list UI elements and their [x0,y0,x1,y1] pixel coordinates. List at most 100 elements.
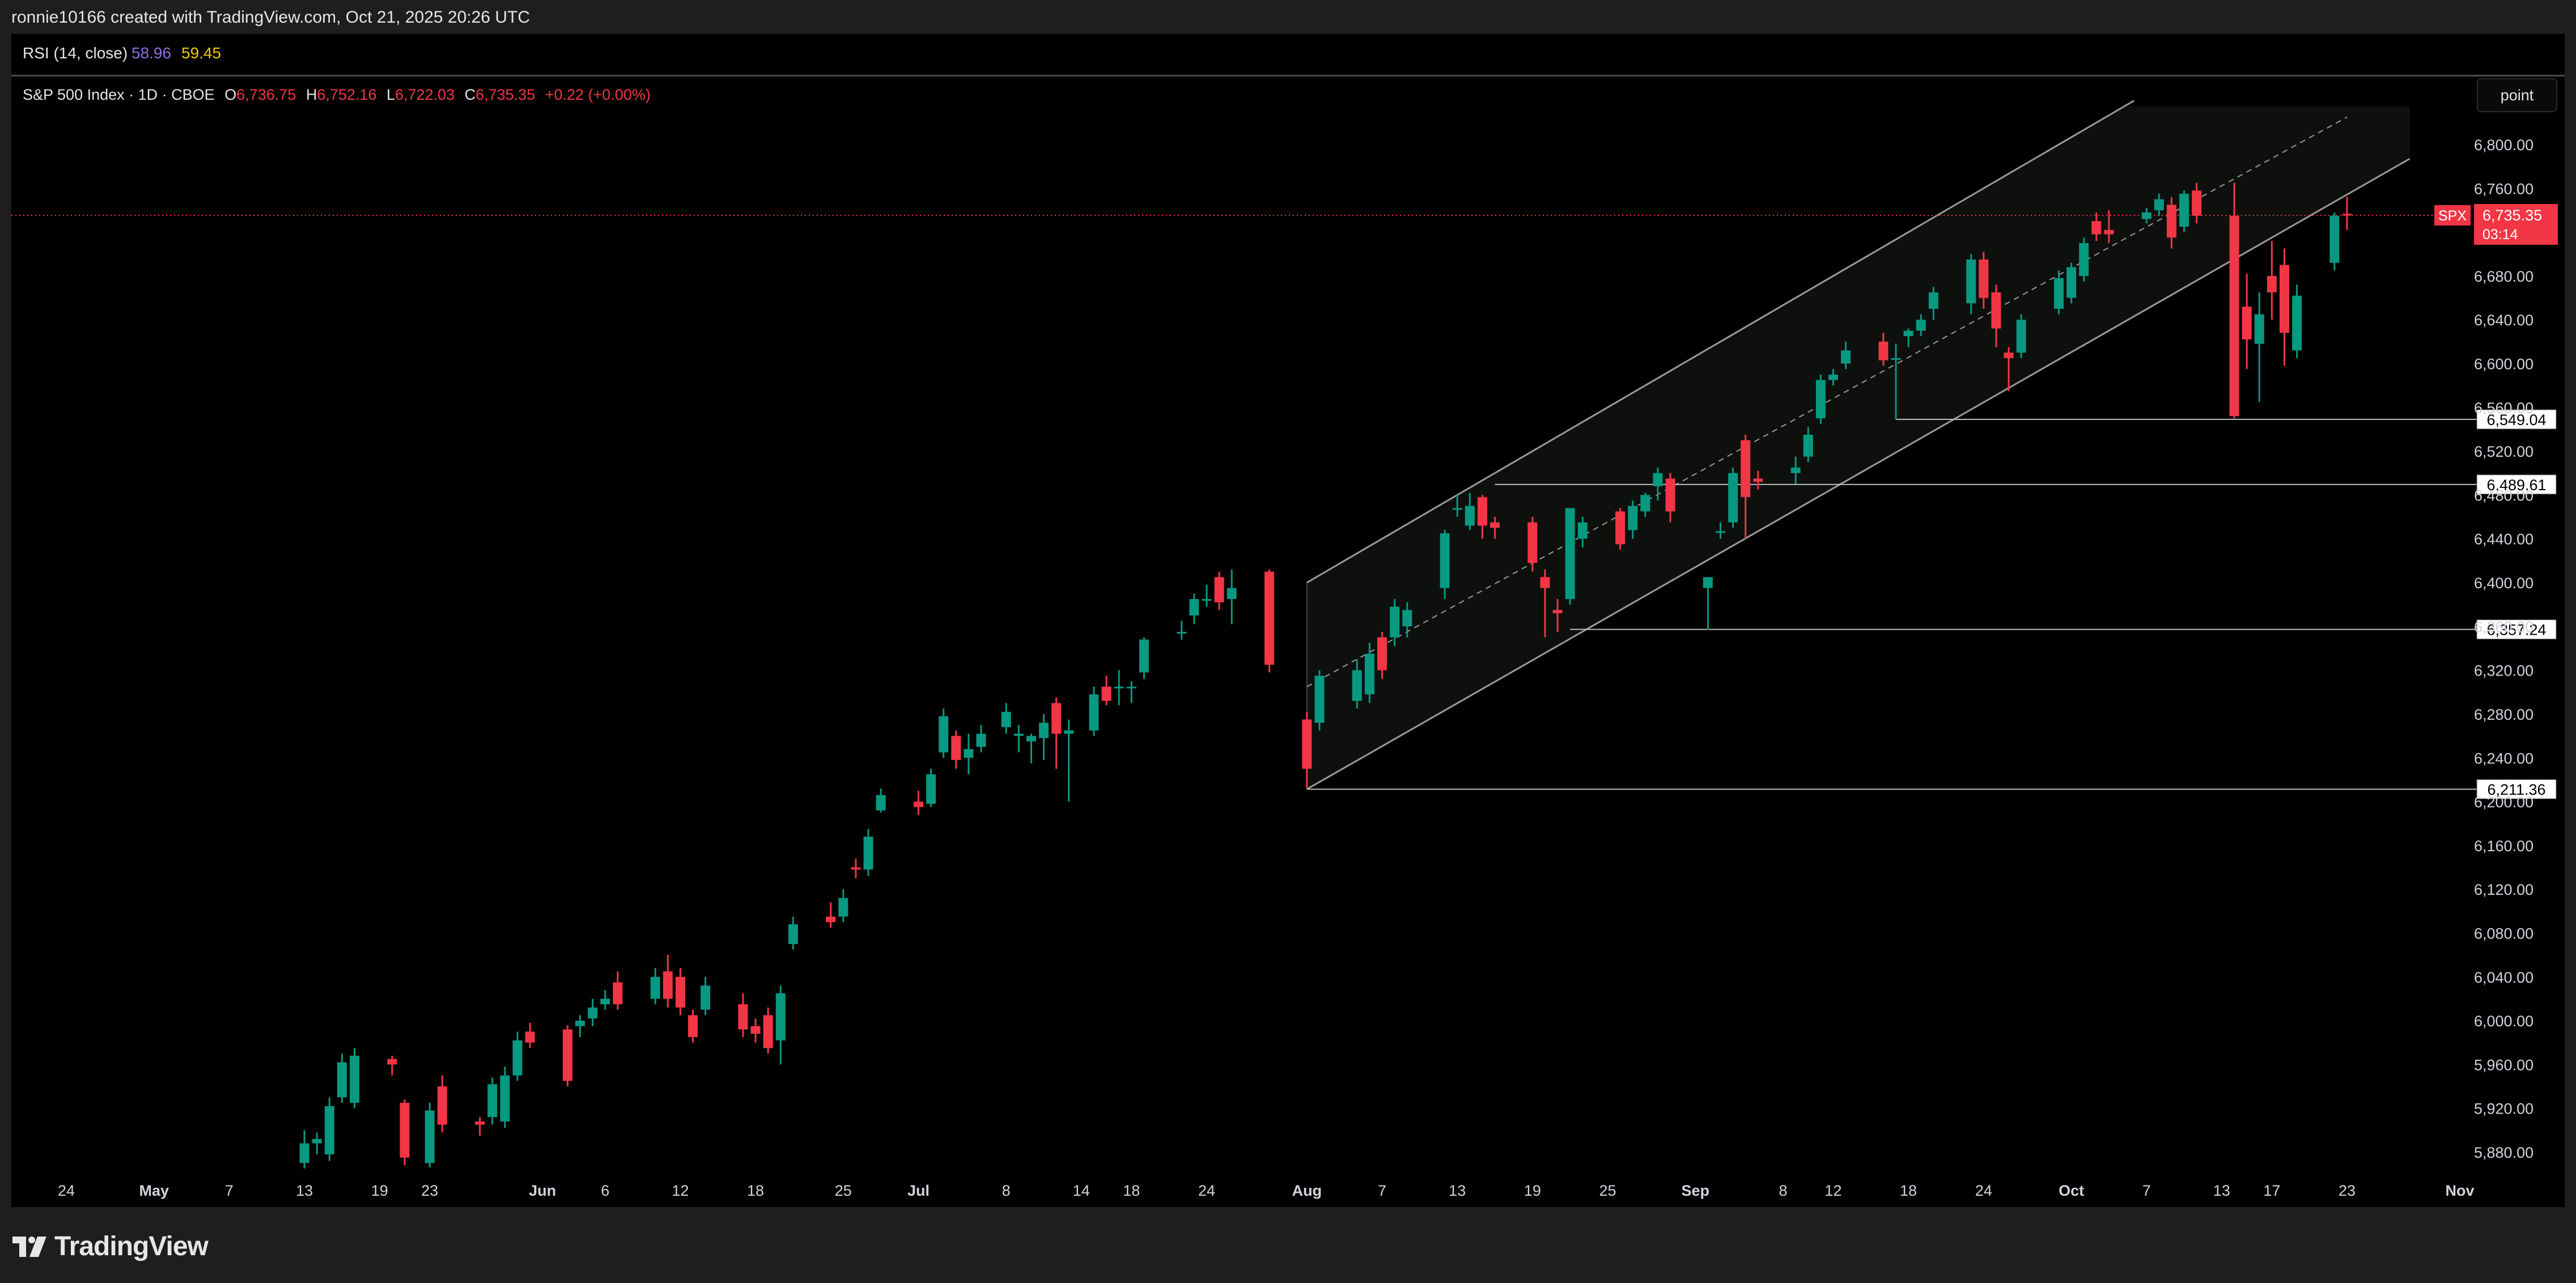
candle-body [1352,670,1362,701]
level-label: 6,549.04 [2486,411,2546,428]
candle-body [851,867,861,870]
price-axis-tick: 5,960.00 [2474,1056,2533,1073]
level-label-box [2476,474,2557,495]
candle-body [876,795,886,811]
time-axis-tick: 13 [1449,1182,1466,1199]
candle-body [1064,730,1074,734]
price-axis-tick: 6,160.00 [2474,838,2533,855]
time-axis-tick: 17 [2263,1182,2280,1199]
candle-body [1227,588,1237,600]
price-tag-symbol: SPX [2438,208,2467,224]
candle-body [2254,314,2264,344]
candle-body [1577,522,1588,539]
candle-body [324,1106,334,1154]
channel-upper-line [1306,100,2134,584]
time-axis-tick: 12 [672,1182,689,1199]
rsi-value: 58.96 [131,44,172,62]
price-axis-tick: 6,600.00 [2474,356,2533,373]
candle-body [1615,511,1626,545]
candle-body [650,976,660,999]
candle-body [951,736,961,761]
time-axis-tick: 14 [1073,1182,1090,1199]
time-axis-tick: 8 [1002,1182,1011,1199]
candle-body [437,1086,447,1125]
close-value: 6,735.35 [476,86,536,103]
time-axis-tick: May [139,1182,169,1199]
time-axis-tick: 8 [1779,1182,1788,1199]
time-axis-tick: Sep [1682,1182,1710,1199]
candle-body [1189,599,1199,616]
candle-body [763,1015,773,1048]
time-axis-tick: 7 [2142,1182,2151,1199]
candle-body [1377,637,1387,670]
price-tag-countdown: 03:14 [2482,227,2518,243]
candle-body [1665,478,1675,512]
candle-body [1001,712,1011,728]
candle-body [500,1075,510,1121]
time-axis-tick: 18 [1123,1182,1140,1199]
candle-body [926,774,936,804]
price-tag-symbol-box [2434,205,2471,226]
candle-body [1177,632,1187,634]
rsi-pane[interactable]: RSI (14, close) 58.96 59.45 [11,34,2565,77]
channel-median-line [1306,116,2348,687]
candle-body [1039,723,1049,738]
candle-body [1139,639,1149,673]
candle-body [400,1103,410,1158]
candle-body [688,1015,698,1038]
candle-body [1440,533,1450,588]
symbol-label: S&P 500 Index · 1D · CBOE [23,86,215,103]
rsi-label: RSI (14, close) [23,44,128,62]
candle-body [613,982,623,1005]
price-tag-value: 6,735.35 [2482,207,2542,224]
candle-body [2342,214,2352,216]
candle-body [976,733,986,747]
level-label-box [2476,409,2557,430]
price-chart[interactable]: 6,549.04 6,489.61 6,357.24 6,211.36 5,880.00… [11,34,2565,1207]
channel-fill [1306,106,2410,789]
time-axis-tick: Jun [529,1182,556,1199]
candle-body [913,801,923,808]
time-axis-tick: 24 [1975,1182,1992,1199]
candle-body [475,1121,485,1125]
candle-body [1452,508,1462,510]
time-axis-tick: 23 [421,1182,438,1199]
tradingview-logo[interactable]: TradingView [12,1231,209,1262]
ohlc-legend: S&P 500 Index · 1D · CBOE O6,736.75 H6,7… [23,86,651,104]
price-axis-tick: 6,320.00 [2474,662,2533,679]
candle-body [1089,694,1099,730]
candle-body [2166,205,2176,238]
candle-body [2242,307,2252,340]
candle-body [562,1029,572,1081]
candle-body [1753,478,1763,482]
candle-body [1490,522,1500,528]
candle-body [1465,505,1475,526]
candle-body [939,716,949,753]
candle-body [1540,577,1550,588]
candle-body [826,916,836,923]
candle-body [2104,230,2114,235]
open-label: O [224,86,237,103]
candle-body [2066,267,2077,298]
candle-body [838,898,848,917]
time-axis-tick: 6 [601,1182,609,1199]
candle-body [1364,653,1374,695]
low-value: 6,722.03 [394,86,455,103]
candle-body [1552,610,1563,614]
candle-body [1390,606,1400,638]
price-tag-box [2474,203,2558,245]
candle-body [1916,320,1926,331]
price-axis-tick: 6,560.00 [2474,400,2533,417]
time-axis-tick: 19 [371,1182,388,1199]
time-axis-tick: 25 [1599,1182,1616,1199]
candle-body [337,1062,347,1098]
high-label: H [305,86,317,103]
candle-body [1013,733,1024,736]
candle-body [2179,193,2189,227]
chart-frame[interactable]: RSI (14, close) 58.96 59.45 6,549.04 6,48… [11,34,2565,1207]
time-axis-tick: 18 [747,1182,764,1199]
tv-logo-icon [12,1235,48,1258]
candle-body [387,1059,397,1065]
scale-mode-button[interactable]: point [2477,78,2557,112]
candle-body [1026,736,1036,742]
